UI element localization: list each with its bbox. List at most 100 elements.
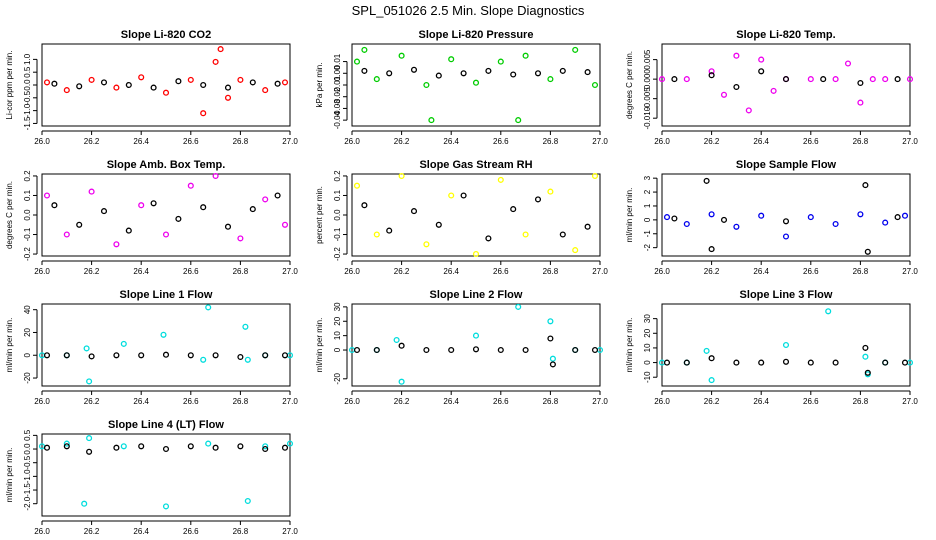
data-point [237,443,244,450]
data-point [63,443,70,450]
y-tick-label: 2 [643,189,652,194]
y-tick-label: -10 [643,371,652,383]
x-tick-label: 26.6 [493,397,509,406]
data-point [86,448,93,455]
data-point [832,76,839,83]
y-tick-label: 0.0 [23,209,32,221]
chart-panel-6: Slope Sample Flow ml/min per min. 26.0 26.2… [625,159,918,276]
y-axis-label: ml/min per min. [5,448,14,503]
data-point [733,223,740,230]
data-point [125,81,132,89]
data-point [832,220,839,228]
data-point [428,117,435,124]
y-tick-label: -0.01 [333,75,342,94]
y-tick-label: 0 [643,360,652,365]
y-tick-label: 10 [643,343,652,352]
series-2 [361,66,591,79]
chart-panel-8: Slope Line 2 Flow ml/min per min. 26.0 26.2… [315,289,608,406]
y-tick-label: 0.0 [333,209,342,221]
data-point [187,352,194,359]
data-point [76,83,83,90]
y-tick-label: 20 [643,328,652,337]
data-point [63,352,70,359]
data-point [187,76,194,83]
data-point [43,79,51,86]
y-axis-label: ml/min per min. [625,318,634,373]
data-point [515,117,522,124]
panels: Slope Li-820 CO2 Li-cor ppm per min. 26.0 2… [5,29,918,536]
x-tick-label: 26.2 [704,137,720,146]
data-point [43,352,51,359]
data-point [497,346,504,354]
data-point [237,76,244,83]
data-point [398,172,405,180]
series-1 [348,303,604,385]
chart-panel-7: Slope Line 1 Flow ml/min per min. 26.0 26.2… [5,289,298,406]
data-point [262,445,269,453]
y-tick-label: -0.02 [333,87,342,106]
data-point [51,80,58,87]
data-point [807,214,814,221]
x-tick-label: 26.4 [133,267,149,276]
series-2 [671,177,901,255]
x-tick-label: 26.4 [443,267,459,276]
y-tick-label: 30 [643,314,652,323]
data-point [857,79,864,87]
y-tick-label: 0 [643,217,652,222]
data-point [175,215,182,222]
y-tick-label: 0.1 [23,189,32,201]
series-2 [51,192,281,234]
y-tick-label: 0.2 [23,170,32,182]
data-point [510,71,517,78]
x-tick-label: 26.4 [133,137,149,146]
x-tick-label: 26.2 [84,137,100,146]
data-point [274,80,281,87]
chart-panel-2: Slope Li-820 Pressure kPa per min. 26.0 26.… [315,29,608,146]
data-point [906,76,914,83]
data-point [708,355,715,362]
data-point [460,192,467,199]
y-tick-label: 0.0 [23,79,32,91]
data-point [862,344,869,351]
x-tick-label: 26.8 [233,267,249,276]
data-point [353,182,361,189]
x-tick-label: 26.2 [84,267,100,276]
y-tick-label: -1.0 [23,103,32,117]
chart-title: Slope Li-820 Pressure [419,29,534,41]
data-point [708,72,715,79]
y-tick-label: 0 [23,352,32,357]
data-point [720,216,728,223]
y-tick-label: -0.010 [643,106,652,129]
x-tick-label: 26.4 [753,267,769,276]
plot-frame [41,303,291,387]
data-point [410,208,418,215]
data-point [150,84,157,91]
x-tick-label: 26.8 [543,137,559,146]
data-point [205,440,212,447]
series-1 [353,46,599,124]
y-tick-label: -0.2 [333,247,342,261]
y-tick-label: 40 [23,305,32,314]
data-point [782,233,790,240]
data-point [242,323,249,330]
data-point [160,331,167,338]
data-point [224,223,232,230]
x-tick-label: 26.0 [344,267,360,276]
data-point [86,435,93,442]
data-point [547,188,554,195]
data-point [683,76,690,83]
data-point [708,68,715,75]
plot-frame [661,43,911,127]
data-point [591,172,599,180]
data-point [175,78,182,85]
x-tick-label: 26.0 [34,527,50,536]
data-point [361,202,368,209]
data-point [43,444,51,451]
x-tick-label: 27.0 [902,397,918,406]
data-point [286,440,294,447]
data-point [584,69,591,76]
x-tick-label: 26.6 [183,527,199,536]
chart-title: Slope Line 1 Flow [120,289,213,301]
data-point [671,215,678,222]
